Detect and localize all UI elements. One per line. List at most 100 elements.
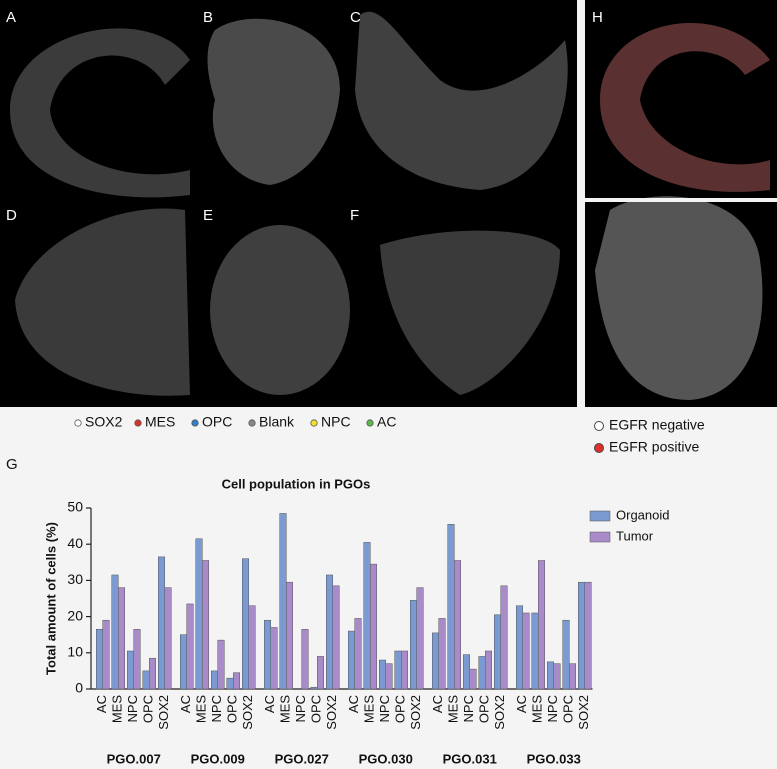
panel-label: C [350,9,361,26]
x-tick-label: SOX2 [576,695,591,730]
group-label: PGO.007 [107,751,161,766]
tissue [10,28,190,198]
legend-dot [594,421,604,431]
bar [478,656,486,690]
bar [562,619,570,690]
x-tick-label: OPC [225,695,240,723]
x-tick-label: MES [530,695,545,724]
bar [401,650,408,690]
bar [553,663,561,690]
group-label: PGO.031 [443,751,497,766]
bar [317,656,324,690]
bar [569,663,576,690]
tissue [210,225,350,395]
x-tick-label: OPC [477,695,492,723]
x-tick-label: NPC [209,695,224,722]
bar [348,630,355,690]
bar [164,587,172,690]
x-tick-label: NPC [377,695,392,722]
chart-title: Cell population in PGOs [222,476,371,491]
bar [447,524,455,690]
legend-label: OPC [202,414,232,430]
bar [578,581,585,690]
x-tick-label: SOX2 [324,695,339,730]
bar [469,668,477,690]
x-tick-label: SOX2 [156,695,171,730]
bar [432,632,439,690]
x-tick-label: AC [262,695,277,713]
bar [363,542,371,690]
bar [301,629,309,690]
x-tick-label: MES [194,695,209,724]
y-tick-label: 20 [67,607,83,623]
legend-label: Tumor [616,528,654,543]
bar [242,558,249,690]
bar [379,659,386,690]
y-tick-label: 30 [67,571,83,587]
legend-label: MES [145,414,175,430]
bar [385,663,393,690]
bar [416,587,424,690]
bar [264,619,271,690]
bar [547,661,554,690]
x-tick-label: MES [446,695,461,724]
bar [96,629,103,690]
legend-dot [191,419,199,427]
panel-label: H [592,9,603,26]
bar [202,560,209,690]
bar [102,619,110,690]
bar [394,650,402,690]
bar [438,618,446,690]
bar [217,639,225,690]
legend-swatch [589,531,611,543]
y-tick-label: 0 [75,680,83,696]
tissue [355,11,568,190]
panel-label: G [6,456,18,473]
legend-label: SOX2 [85,414,123,430]
bar [463,654,470,690]
x-tick-label: SOX2 [492,695,507,730]
group-label: PGO.009 [191,751,245,766]
bar [538,560,545,690]
x-tick-label: NPC [293,695,308,722]
bar [233,672,240,690]
legend-label: EGFR positive [609,439,699,455]
x-tick-label: SOX2 [240,695,255,730]
tissue [595,196,763,400]
panel-label: D [6,207,17,224]
panel-label: F [350,207,359,224]
panel-label: A [6,9,16,26]
legend-swatch [589,510,611,522]
legend-dot [310,419,318,427]
bar [326,574,333,690]
bar [270,627,278,690]
x-tick-label: AC [94,695,109,713]
bar [410,600,417,690]
bar [354,618,362,690]
legend-label: Blank [259,414,295,430]
bar [248,605,256,690]
y-axis-label: Total amount of cells (%) [43,522,58,675]
group-label: PGO.030 [359,751,413,766]
bar [133,629,141,690]
x-tick-label: AC [178,695,193,713]
bar [370,563,377,690]
y-tick-label: 50 [67,499,83,515]
bar [332,585,340,690]
tissue [15,208,190,396]
bar [516,605,523,690]
x-tick-label: MES [362,695,377,724]
x-tick-label: OPC [393,695,408,723]
bar [211,670,218,690]
bar [226,677,234,690]
x-tick-label: MES [278,695,293,724]
bar [158,556,165,690]
bar [180,634,187,690]
bar [127,650,134,690]
legend-dot [134,419,142,427]
panel-label: E [203,207,213,224]
x-tick-label: OPC [561,695,576,723]
bar [500,585,508,690]
